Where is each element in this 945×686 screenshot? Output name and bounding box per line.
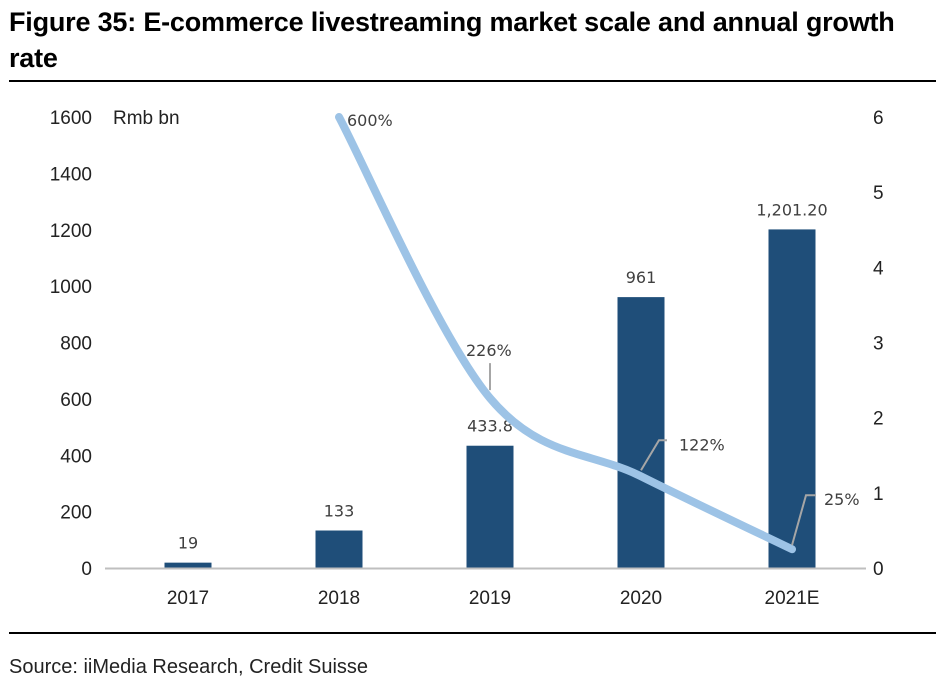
source-rule — [9, 632, 936, 634]
bar — [315, 530, 363, 568]
bar-data-label: 1,201.20 — [756, 200, 827, 219]
bar — [617, 297, 665, 568]
bar — [768, 229, 816, 568]
label-leader-line — [640, 439, 667, 471]
y-axis-unit-label: Rmb bn — [113, 108, 180, 129]
line-data-label: 226% — [466, 341, 512, 360]
line-data-label: 25% — [824, 490, 860, 509]
x-tick-label: 2019 — [469, 588, 511, 609]
line-data-label: 122% — [679, 435, 725, 454]
line-label-leaders — [489, 363, 816, 546]
y2-tick-label: 3 — [873, 334, 884, 355]
right-axis: 0 1 2 3 4 5 6 — [873, 108, 884, 580]
line-data-label: 600% — [347, 111, 393, 130]
y-tick-label: 400 — [60, 446, 92, 467]
x-tick-label: 2017 — [167, 588, 209, 609]
y2-tick-label: 4 — [873, 258, 884, 279]
x-axis: 2017 2018 2019 2020 2021E — [167, 588, 820, 609]
bar-series — [164, 229, 816, 568]
growth-rate-line — [335, 113, 796, 554]
y-tick-label: 1600 — [50, 108, 92, 129]
bar-data-label: 433.8 — [467, 417, 513, 436]
y-tick-label: 600 — [60, 390, 92, 411]
y-tick-label: 1400 — [50, 164, 92, 185]
line-data-labels: 600% 226% 122% 25% — [347, 111, 860, 509]
bar-data-label: 19 — [178, 534, 198, 553]
figure-title: Figure 35: E-commerce livestreaming mark… — [9, 7, 895, 73]
bar — [164, 562, 212, 568]
bar-data-label: 133 — [324, 502, 355, 521]
y-tick-label: 1000 — [50, 277, 92, 298]
y-tick-label: 0 — [81, 559, 92, 580]
y2-tick-label: 2 — [873, 409, 884, 430]
title-rule — [9, 80, 936, 82]
source-note: Source: iiMedia Research, Credit Suisse — [9, 656, 369, 678]
y-tick-label: 200 — [60, 503, 92, 524]
bar-data-labels: 19 133 433.8 961 1,201.20 — [178, 200, 828, 552]
y2-tick-label: 6 — [873, 108, 884, 129]
y-tick-label: 800 — [60, 334, 92, 355]
y-tick-label: 1200 — [50, 221, 92, 242]
y2-tick-label: 1 — [873, 484, 884, 505]
left-axis: 0 200 400 600 800 1000 1200 1400 1600 — [50, 108, 92, 580]
label-leader-line — [791, 494, 816, 546]
bar-data-label: 961 — [626, 268, 657, 287]
bar — [466, 445, 514, 568]
y2-tick-label: 0 — [873, 559, 884, 580]
y2-tick-label: 5 — [873, 183, 884, 204]
x-tick-label: 2021E — [765, 588, 820, 609]
x-tick-label: 2018 — [318, 588, 360, 609]
x-tick-label: 2020 — [620, 588, 662, 609]
